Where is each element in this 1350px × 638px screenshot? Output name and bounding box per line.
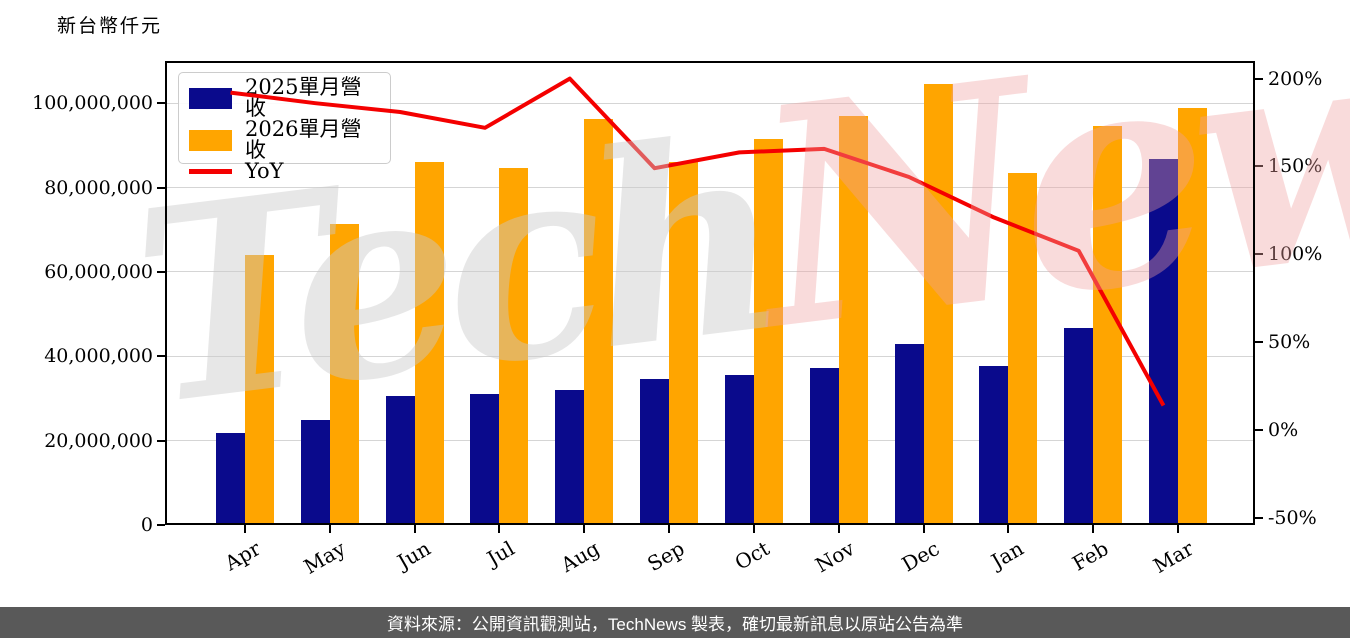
y-axis-tick — [157, 355, 165, 358]
bar-2026-apr — [245, 255, 274, 523]
y-axis-tick — [157, 439, 165, 442]
bar-2025-jan — [979, 365, 1009, 523]
y-axis-tick-label: 100,000,000 — [32, 92, 153, 115]
y-axis-tick-label: 20,000,000 — [44, 429, 153, 452]
y-axis-tick — [157, 524, 165, 526]
legend-label-2026: 2026單月營收 — [245, 117, 362, 162]
y-axis-tick-label: 60,000,000 — [44, 260, 153, 283]
gridline — [165, 440, 1255, 442]
bar-2026-sep — [669, 162, 699, 523]
x-axis-tick — [1007, 525, 1010, 533]
right-axis-tick — [1255, 165, 1263, 168]
bar-2025-feb — [1064, 327, 1094, 523]
legend-item-2026: 2026單月營收 — [189, 119, 380, 161]
right-axis-tick — [1255, 77, 1263, 80]
bar-2025-nov — [809, 367, 839, 523]
legend-item-yoy: YoY — [189, 161, 380, 182]
x-axis-tick — [668, 525, 671, 533]
bar-2025-jun — [385, 395, 415, 523]
bar-2025-jul — [470, 393, 500, 523]
x-axis-month-label: Jun — [392, 536, 435, 574]
y-axis-tick-label: 40,000,000 — [44, 345, 153, 368]
legend-label-2025: 2025單月營收 — [245, 75, 362, 120]
right-axis-tick-label: 100% — [1268, 243, 1323, 266]
bar-2026-may — [329, 224, 359, 523]
y-axis-tick — [157, 186, 165, 189]
legend-label-yoy: YoY — [245, 159, 284, 183]
x-axis-tick — [244, 525, 246, 533]
legend-swatch-yoy-line-icon — [189, 169, 232, 174]
bar-2025-apr — [216, 432, 245, 523]
x-axis-tick — [922, 525, 925, 533]
x-axis-month-label: Aug — [557, 536, 604, 577]
bar-2026-mar — [1177, 108, 1207, 523]
gridline — [165, 271, 1255, 273]
bar-2026-dec — [923, 83, 953, 523]
bar-2025-oct — [724, 375, 754, 523]
y-axis-tick — [157, 270, 165, 273]
x-axis-month-label: Jan — [987, 536, 1028, 574]
right-axis-tick-label: 150% — [1268, 155, 1323, 178]
x-axis-tick — [498, 525, 501, 533]
right-axis-tick-label: 0% — [1268, 419, 1299, 442]
x-axis-tick — [413, 525, 416, 533]
bar-2025-dec — [894, 344, 924, 523]
x-axis-month-label: Nov — [810, 536, 859, 578]
y-axis-tick — [157, 102, 165, 105]
bar-2025-mar — [1148, 159, 1178, 523]
x-axis-month-label: Apr — [220, 536, 265, 576]
right-axis-tick — [1255, 429, 1263, 432]
right-axis-tick-label: 50% — [1268, 331, 1311, 354]
x-axis-tick — [328, 525, 331, 533]
x-axis-month-label: May — [299, 536, 350, 579]
footer-source-text: 資料來源：公開資訊觀測站，TechNews 製表，確切最新訊息以原站公告為準 — [386, 615, 964, 634]
legend-item-2025: 2025單月營收 — [189, 77, 380, 119]
legend-swatch-2025-icon — [189, 87, 232, 109]
right-axis-tick — [1255, 516, 1263, 519]
legend-swatch-2026-icon — [189, 129, 232, 151]
x-axis-tick — [1176, 525, 1179, 533]
plot-area — [165, 61, 1255, 525]
x-axis-month-label: Sep — [643, 536, 689, 577]
gridline — [165, 187, 1255, 189]
bar-2026-nov — [838, 116, 868, 523]
bar-2026-jun — [414, 162, 444, 523]
x-axis-month-label: Feb — [1068, 536, 1113, 576]
right-axis-tick-label: 200% — [1268, 67, 1323, 90]
bar-2026-feb — [1093, 125, 1123, 523]
right-axis-tick — [1255, 341, 1263, 344]
x-axis-tick — [1092, 525, 1095, 533]
bar-2026-jan — [1008, 173, 1038, 523]
x-axis-month-label: Mar — [1149, 536, 1198, 578]
x-axis-month-label: Dec — [897, 536, 944, 577]
right-axis-tick — [1255, 253, 1263, 256]
bar-2025-may — [300, 419, 330, 523]
x-axis-month-label: Oct — [730, 536, 774, 575]
x-axis-month-label: Jul — [483, 536, 519, 571]
x-axis-tick — [837, 525, 840, 533]
bar-2025-aug — [555, 389, 585, 523]
right-axis-tick-label: -50% — [1268, 506, 1317, 529]
y-axis-tick-label: 80,000,000 — [44, 176, 153, 199]
bar-2026-jul — [499, 168, 529, 523]
bar-2026-oct — [753, 139, 783, 523]
bar-2026-aug — [584, 119, 614, 523]
y-axis-tick-label: 0 — [140, 514, 153, 536]
legend: 2025單月營收 2026單月營收 YoY — [178, 72, 391, 182]
x-axis-tick — [752, 525, 755, 533]
bar-2025-sep — [640, 379, 670, 523]
x-axis-tick — [583, 525, 586, 533]
page-title: 新台幣仟元 — [57, 15, 163, 37]
footer-bar: 資料來源：公開資訊觀測站，TechNews 製表，確切最新訊息以原站公告為準 — [0, 607, 1350, 638]
